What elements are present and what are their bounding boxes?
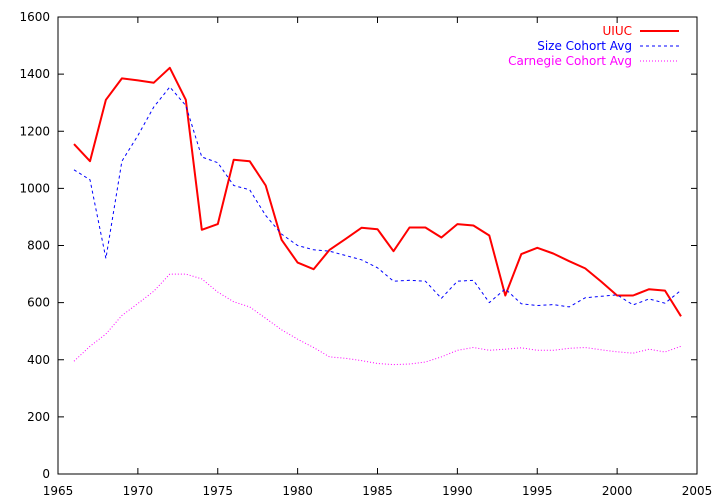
y-tick-label: 1400 <box>19 67 50 81</box>
series-line-1 <box>73 86 682 308</box>
y-tick-label: 600 <box>27 296 50 310</box>
x-tick-label: 1995 <box>522 484 553 498</box>
legend-label-2: Carnegie Cohort Avg <box>508 54 632 68</box>
x-tick-label: 1985 <box>362 484 393 498</box>
y-tick-label: 0 <box>42 467 50 481</box>
legend-label-1: Size Cohort Avg <box>537 39 632 53</box>
y-tick-label: 1600 <box>19 10 50 24</box>
plot-frame <box>57 16 698 475</box>
x-tick-label: 1975 <box>202 484 233 498</box>
series-line-2 <box>73 273 682 366</box>
y-tick-label: 1200 <box>19 124 50 138</box>
x-tick-label: 1980 <box>282 484 313 498</box>
series-group <box>73 66 682 366</box>
y-tick-label: 400 <box>27 353 50 367</box>
y-tick-label: 1000 <box>19 181 50 195</box>
x-tick-label: 1965 <box>43 484 74 498</box>
legend-label-0: UIUC <box>603 24 632 38</box>
x-tick-label: 1970 <box>123 484 154 498</box>
axis-ticks: 1965 1970 1975 1980 1985 1990 1995 2000 2005 0 200… <box>19 10 712 498</box>
x-tick-label: 2005 <box>682 484 713 498</box>
y-tick-label: 200 <box>27 410 50 424</box>
series-line-0 <box>73 66 682 317</box>
y-tick-label: 800 <box>27 239 50 253</box>
x-tick-label: 1990 <box>442 484 473 498</box>
x-tick-label: 2000 <box>602 484 633 498</box>
